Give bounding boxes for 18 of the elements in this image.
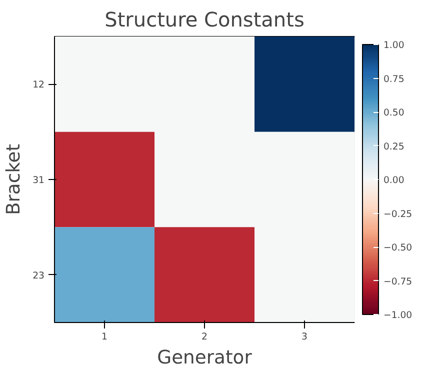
chart-title: Structure Constants xyxy=(104,8,304,32)
x-tick-label: 3 xyxy=(302,332,308,342)
x-axis-title: Generator xyxy=(157,348,252,368)
color-bar-label: −0.25 xyxy=(384,208,412,220)
x-tick-label: 2 xyxy=(202,332,208,342)
y-tick-label: 31 xyxy=(32,175,45,186)
color-bar-label: 0.25 xyxy=(384,141,404,152)
y-tick-label: 12 xyxy=(32,80,45,91)
color-bar-label: −0.50 xyxy=(384,242,412,254)
color-bar-label: −0.75 xyxy=(384,276,412,288)
x-tick-label: 1 xyxy=(102,332,108,342)
y-tick-label: 23 xyxy=(32,270,45,282)
color-bar-label: 0.00 xyxy=(384,175,404,186)
y-axis-title: Bracket xyxy=(4,144,25,216)
color-bar-label: 0.50 xyxy=(384,108,404,118)
color-bar-label: 0.75 xyxy=(384,74,404,85)
color-bar-label: 1.00 xyxy=(384,40,404,51)
color-bar-label: −1.00 xyxy=(384,310,412,321)
